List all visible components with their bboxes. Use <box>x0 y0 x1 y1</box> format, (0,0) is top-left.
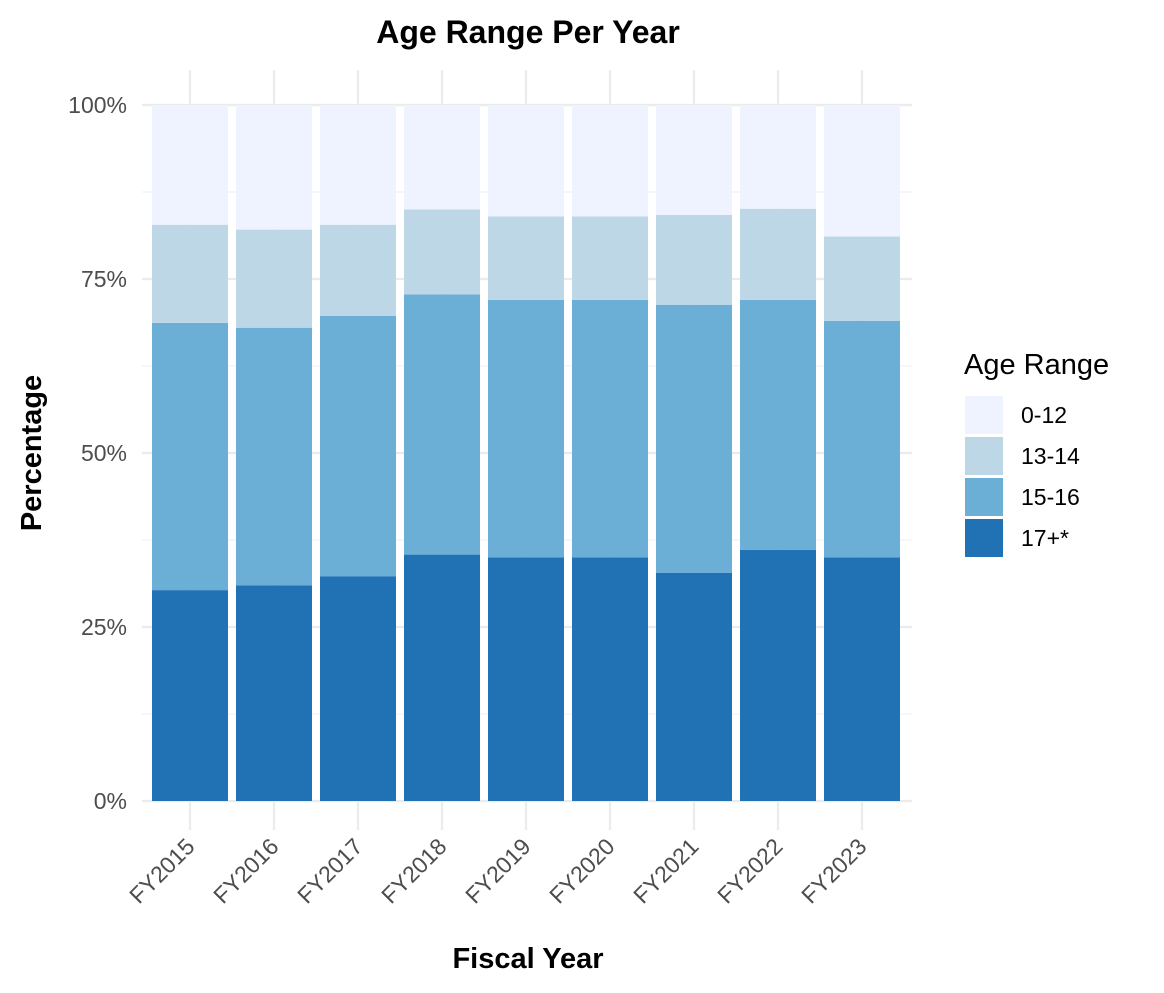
legend: Age Range 0-12 13-14 15-16 17+* <box>964 349 1109 557</box>
bar-segment <box>236 327 312 586</box>
bar-segment <box>152 105 228 225</box>
bar-segment <box>740 105 816 209</box>
y-tick-label: 75% <box>81 266 127 292</box>
bar-segment <box>488 299 564 558</box>
bar-segment <box>824 105 900 237</box>
legend-swatch <box>965 519 1003 557</box>
bar-segment <box>740 299 816 550</box>
x-tick-label: FY2021 <box>628 833 703 908</box>
bar-segment <box>656 572 732 801</box>
x-tick-label: FY2015 <box>124 833 199 908</box>
chart-title: Age Range Per Year <box>376 14 680 50</box>
x-axis-title: Fiscal Year <box>452 943 603 975</box>
bar-segment <box>488 105 564 217</box>
bar-segment <box>488 557 564 801</box>
legend-label: 13-14 <box>1021 443 1080 469</box>
bar-segment <box>572 557 648 801</box>
x-axis-ticks: FY2015 FY2016 FY2017 FY2018 FY2019 FY2020 FY20… <box>124 833 871 908</box>
bar-segment <box>740 208 816 300</box>
bar-segment <box>320 224 396 316</box>
bar-segment <box>572 105 648 217</box>
bar-segment <box>152 590 228 801</box>
legend-title: Age Range <box>964 349 1109 381</box>
x-tick-label: FY2022 <box>712 833 787 908</box>
bar-segment <box>152 322 228 591</box>
bar-segment <box>236 229 312 328</box>
bar-segment <box>404 554 480 801</box>
legend-label: 15-16 <box>1021 484 1080 510</box>
bar-segment <box>488 216 564 300</box>
x-tick-label: FY2023 <box>796 833 871 908</box>
legend-label: 0-12 <box>1021 402 1067 428</box>
bar-segment <box>320 105 396 225</box>
bar-segment <box>824 236 900 321</box>
y-tick-label: 0% <box>94 788 127 814</box>
bar-segment <box>404 105 480 210</box>
bar-segment <box>320 315 396 577</box>
x-tick-label: FY2020 <box>544 833 619 908</box>
y-axis-ticks: 0% 25% 50% 75% 100% <box>68 92 127 814</box>
bar-segment <box>656 214 732 305</box>
legend-label: 17+* <box>1021 525 1069 551</box>
bar-segment <box>236 105 312 230</box>
bar-segment <box>152 224 228 323</box>
bar-segment <box>404 209 480 295</box>
bar-segment <box>236 585 312 801</box>
legend-swatch <box>965 478 1003 516</box>
bar-segment <box>572 216 648 300</box>
bar-segment <box>740 549 816 801</box>
bar-segment <box>404 294 480 555</box>
x-tick-label: FY2016 <box>208 833 283 908</box>
bar-segment <box>824 557 900 801</box>
bar-segment <box>656 105 732 215</box>
legend-swatch <box>965 437 1003 475</box>
y-axis-title: Percentage <box>16 375 48 531</box>
y-tick-label: 25% <box>81 614 127 640</box>
y-tick-label: 50% <box>81 440 127 466</box>
bars <box>152 105 900 801</box>
bar-segment <box>572 299 648 558</box>
x-tick-label: FY2018 <box>376 833 451 908</box>
x-tick-label: FY2017 <box>292 833 367 908</box>
bar-segment <box>320 576 396 801</box>
x-tick-label: FY2019 <box>460 833 535 908</box>
y-tick-label: 100% <box>68 92 127 118</box>
bar-segment <box>656 304 732 573</box>
legend-swatch <box>965 396 1003 434</box>
bar-segment <box>824 320 900 558</box>
